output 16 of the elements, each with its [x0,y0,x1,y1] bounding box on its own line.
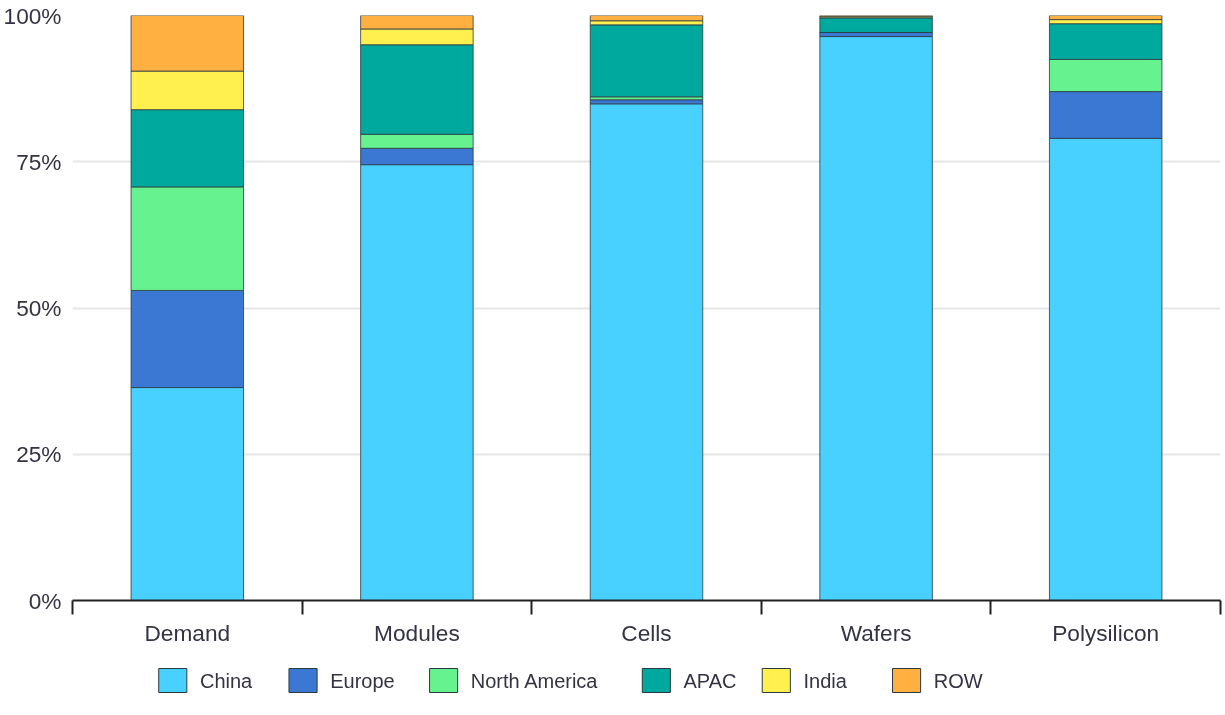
x-tick-label: Modules [374,619,460,646]
legend-label: North America [470,669,599,692]
legend-label: APAC [683,669,737,692]
y-tick-label: 50% [16,295,62,321]
x-tick-label: Wafers [840,619,912,646]
x-tick-label: Polysilicon [1052,619,1160,646]
legend-label: India [803,669,848,692]
legend-label: ROW [933,669,983,692]
legend-label: Europe [330,669,395,692]
x-tick-label: Cells [621,619,672,646]
legend-label: China [199,669,254,692]
y-tick-label: 25% [16,441,62,468]
x-tick-label: Demand [144,619,231,646]
y-tick-label: 0% [28,587,62,614]
y-tick-label: 100% [3,2,62,29]
y-tick-label: 75% [16,148,62,175]
